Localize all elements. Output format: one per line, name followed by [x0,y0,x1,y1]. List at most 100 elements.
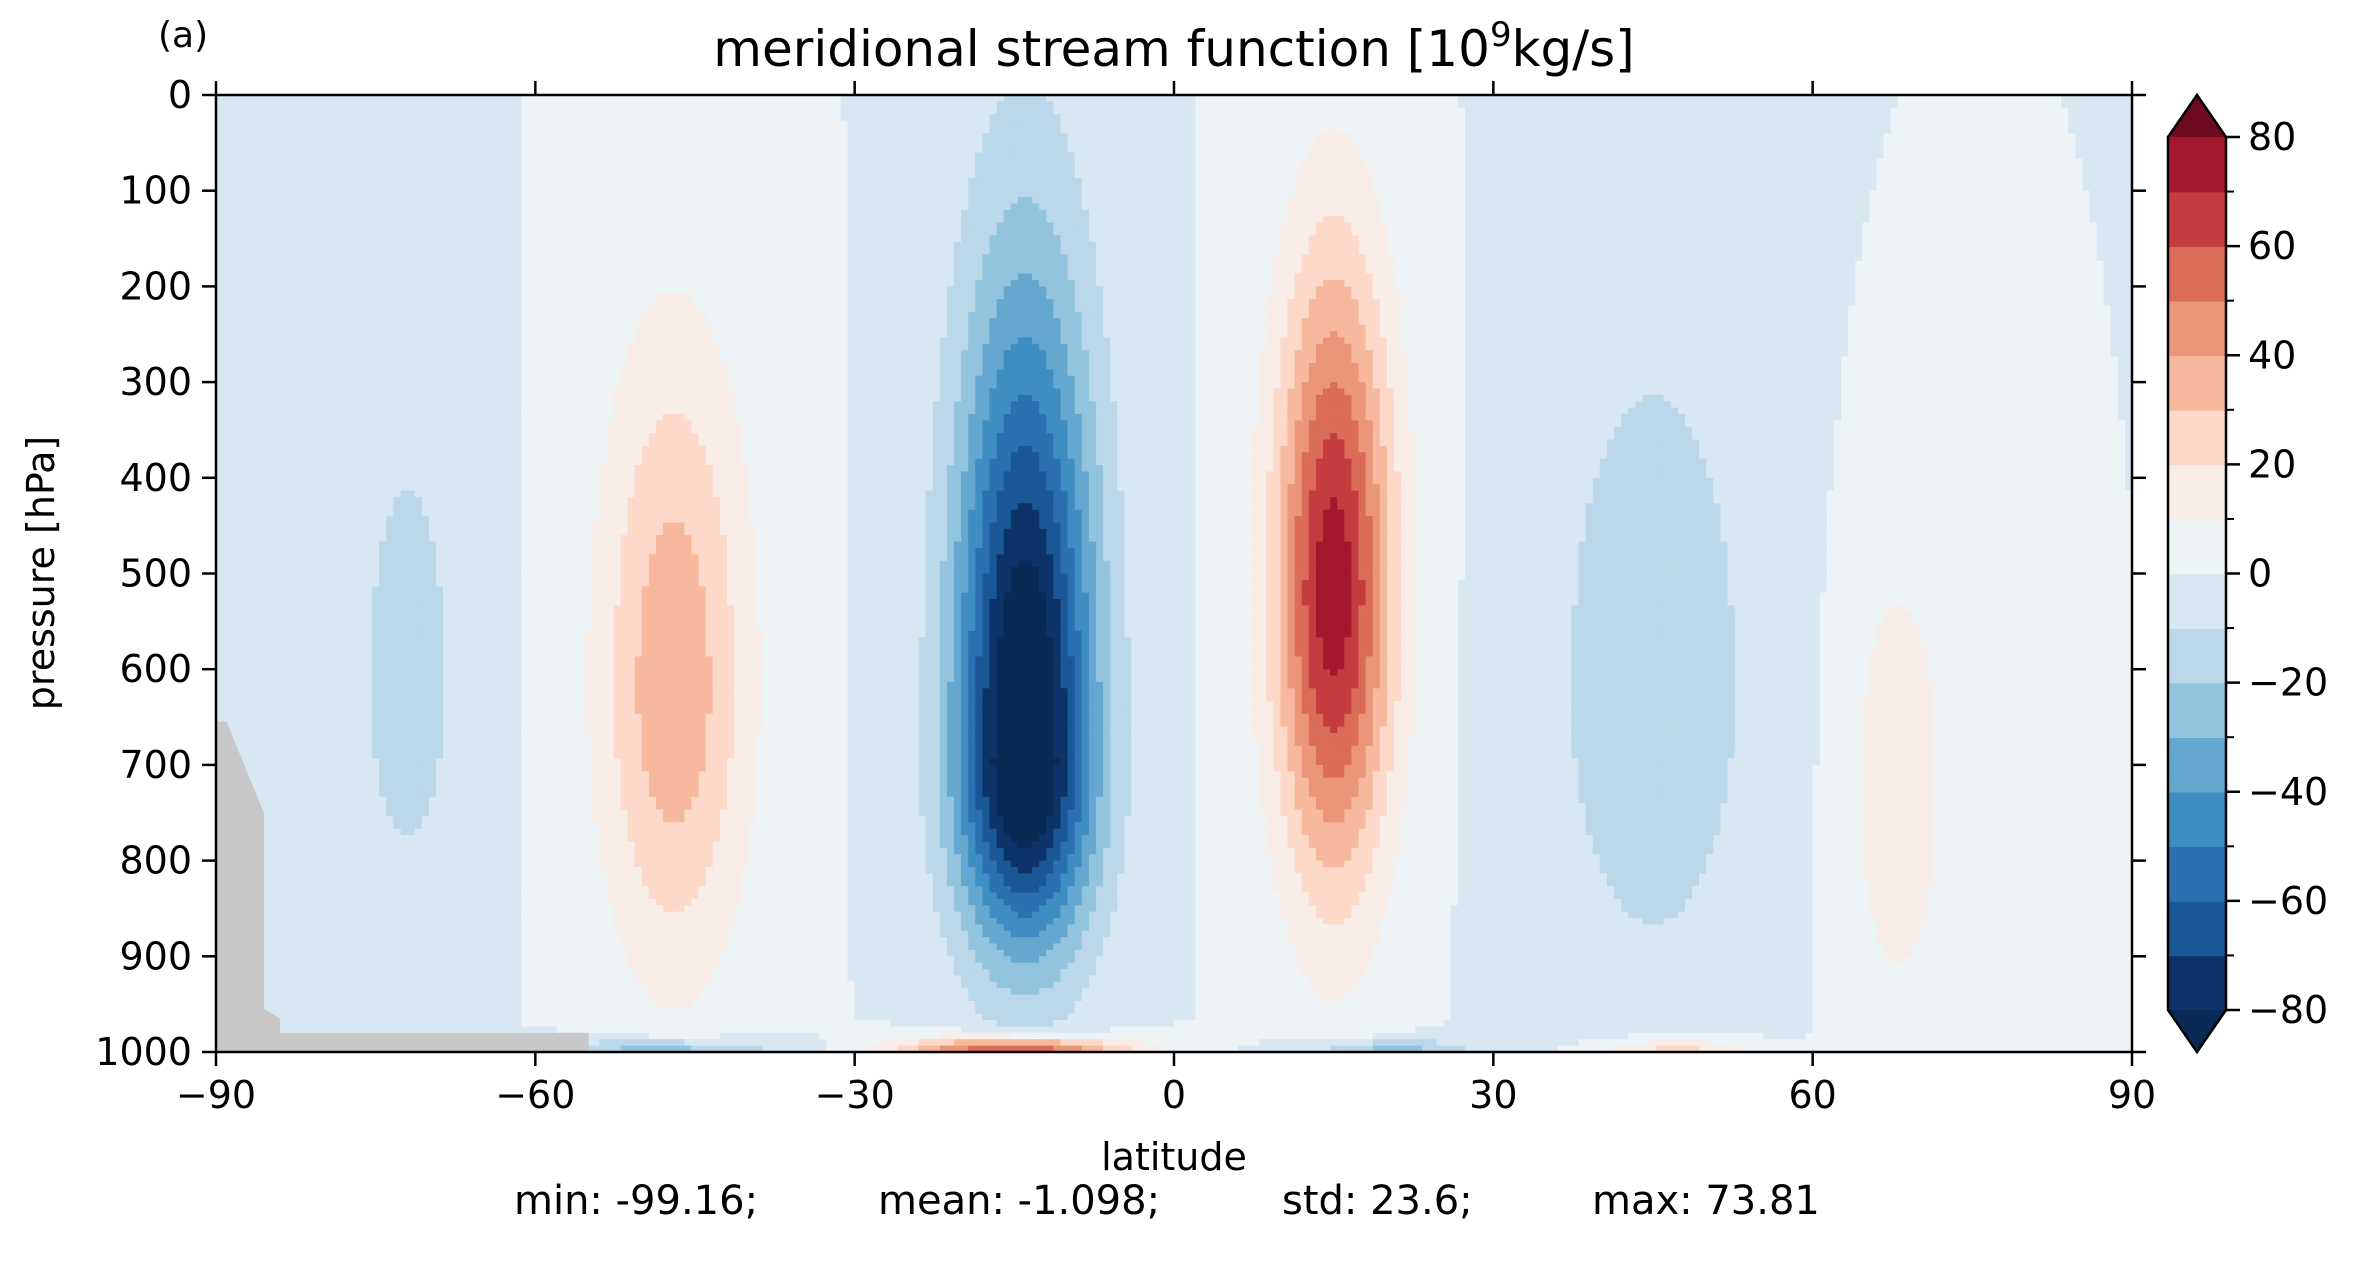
contour-cell [1671,108,1679,115]
contour-cell [1508,108,1516,115]
contour-cell [351,108,359,115]
contour-cell [713,101,721,108]
contour-cell [1862,101,1870,108]
contour-cell [1933,108,1941,115]
contour-cell [777,108,785,115]
contour-cell [791,101,799,108]
contour-cell [1146,108,1154,115]
contour-cell [1387,108,1395,115]
contour-cell [386,114,394,121]
contour-cell [471,108,479,115]
contour-cell [1806,108,1814,115]
contour-cell [280,101,288,108]
contour-cell [1252,101,1260,108]
contour-cell [1621,101,1629,108]
contour-cell [720,114,728,121]
contour-cell [514,114,522,121]
contour-cell [344,101,352,108]
contour-cell [1742,101,1750,108]
contour-cell [1493,108,1501,115]
contour-cell [1969,101,1977,108]
contour-cell [1316,108,1324,115]
contour-cell [663,101,671,108]
contour-cell [1728,108,1736,115]
contour-cell [862,101,870,108]
contour-cell [919,108,927,115]
contour-cell [656,114,664,121]
contour-cell [1231,101,1239,108]
contour-cell [1273,101,1281,108]
contour-cell [656,108,664,115]
contour-cell [635,114,643,121]
contour-cell [1614,101,1622,108]
contour-cell [1103,101,1111,108]
contour-cell [1664,108,1672,115]
contour-cell [805,108,813,115]
contour-cell [393,101,401,108]
contour-cell [1841,101,1849,108]
contour-cell [947,108,955,115]
contour-cell [1444,108,1452,115]
contour-cell [422,108,430,115]
contour-cell [322,114,330,121]
contour-cell [301,114,309,121]
contour-cell [493,114,501,121]
contour-cell [734,114,742,121]
contour-cell [1990,108,1998,115]
contour-cell [1380,101,1388,108]
contour-cell [1983,101,1991,108]
contour-cell [1110,108,1118,115]
contour-cell [358,108,366,115]
contour-cell [1472,108,1480,115]
contour-cell [2018,101,2026,108]
contour-cell [1465,108,1473,115]
contour-cell [606,108,614,115]
contour-cell [308,114,316,121]
contour-cell [1621,108,1629,115]
contour-cell [436,108,444,115]
contour-cell [1692,108,1700,115]
contour-cell [450,108,458,115]
contour-cell [479,101,487,108]
contour-cell [393,108,401,115]
contour-cell [337,114,345,121]
contour-cell [1649,101,1657,108]
contour-cell [244,101,252,108]
contour-cell [1415,108,1423,115]
contour-cell [1302,101,1310,108]
contour-cell [833,101,841,108]
contour-cell [1451,108,1459,115]
contour-cell [1401,101,1409,108]
contour-cell [706,108,714,115]
contour-cell [762,101,770,108]
contour-cell [223,114,231,121]
contour-cell [777,101,785,108]
contour-cell [2061,101,2069,108]
contour-cell [528,101,536,108]
contour-cell [1877,101,1885,108]
contour-cell [1429,108,1437,115]
contour-cell [486,101,494,108]
contour-cell [372,108,380,115]
contour-cell [493,101,501,108]
contour-cell [1770,108,1778,115]
contour-cell [251,101,259,108]
contour-cell [1713,108,1721,115]
contour-cell [2068,108,2076,115]
contour-cell [237,101,245,108]
contour-cell [1174,101,1182,108]
contour-cell [2018,108,2026,115]
contour-cell [819,101,827,108]
contour-cell [1394,101,1402,108]
contour-cell [230,101,238,108]
contour-cell [691,114,699,121]
contour-cell [259,114,267,121]
contour-cell [2061,108,2069,115]
contour-cell [713,108,721,115]
contour-cell [1429,101,1437,108]
contour-cell [1522,101,1530,108]
contour-cell [1784,101,1792,108]
contour-cell [968,101,976,108]
contour-cell [1877,108,1885,115]
contour-cell [1664,101,1672,108]
